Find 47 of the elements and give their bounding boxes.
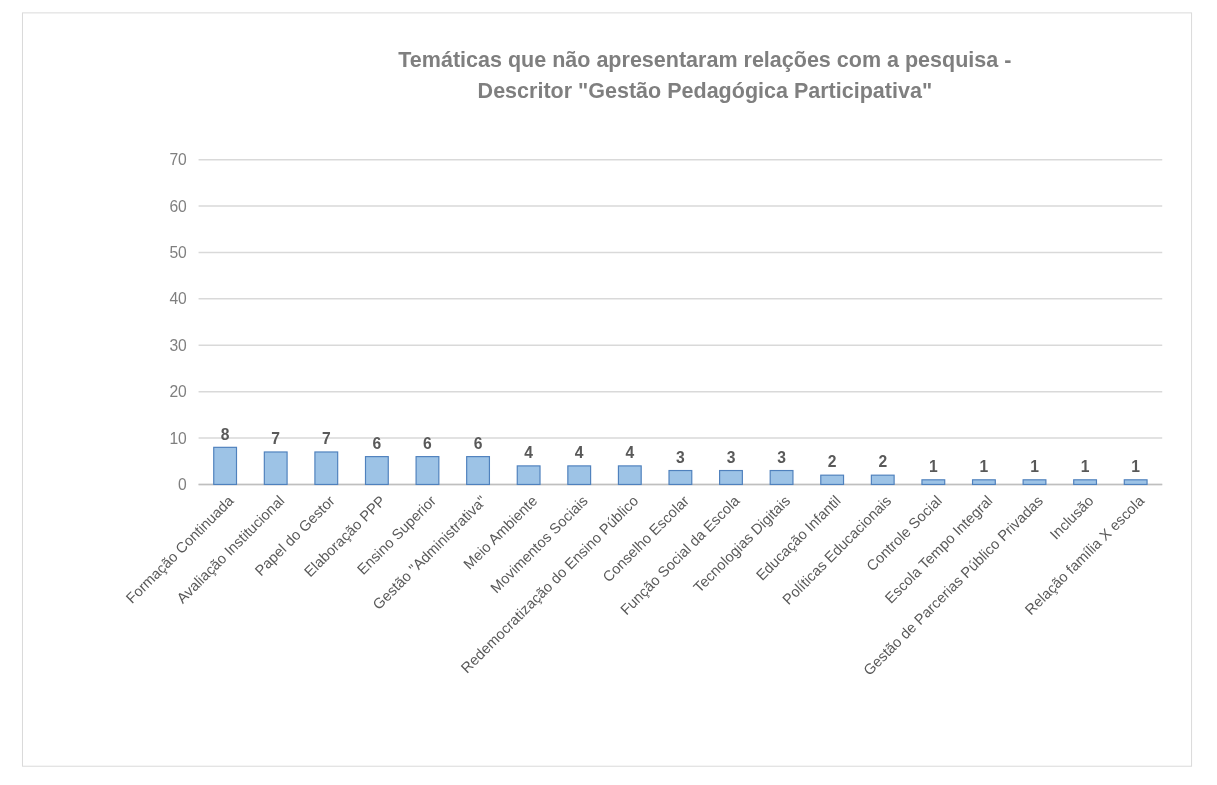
data-label: 1 (1030, 457, 1040, 475)
bar (617, 465, 642, 486)
data-label: 6 (372, 434, 382, 452)
data-label: 4 (574, 444, 584, 462)
y-tick-label: 70 (169, 151, 188, 169)
bar (921, 479, 946, 486)
y-tick-label: 0 (178, 475, 188, 493)
data-label: 8 (220, 425, 230, 443)
bar (769, 469, 794, 486)
bar (1123, 479, 1148, 486)
y-tick-label: 20 (169, 383, 188, 401)
bar (314, 451, 339, 486)
data-label: 6 (473, 434, 483, 452)
y-tick-label: 10 (169, 429, 188, 447)
bar (364, 456, 389, 486)
data-label: 7 (271, 430, 281, 448)
y-tick-label: 50 (169, 243, 188, 261)
bar (668, 469, 693, 486)
y-tick-label: 40 (169, 290, 188, 308)
bar (415, 456, 440, 486)
bar (516, 465, 541, 486)
y-tick-label: 30 (169, 336, 188, 354)
bar (213, 446, 238, 486)
bar (1022, 479, 1047, 486)
data-label: 2 (878, 453, 888, 471)
y-tick-label: 60 (169, 197, 188, 215)
bar (567, 465, 592, 486)
bar (466, 456, 491, 486)
bar (1073, 479, 1098, 486)
data-label: 3 (676, 448, 686, 466)
data-label: 4 (524, 444, 534, 462)
bar (870, 474, 895, 486)
chart-title: Temáticas que não apresentaram relações com a pesquisa - Descritor "Gestão Pedagógica Participativa" (398, 47, 1012, 104)
bar (820, 474, 845, 486)
bar (263, 451, 288, 486)
data-label: 1 (979, 457, 989, 475)
data-label: 3 (726, 448, 736, 466)
data-label: 6 (423, 434, 433, 452)
data-label: 1 (928, 457, 938, 475)
data-label: 1 (1131, 457, 1141, 475)
data-label: 3 (777, 448, 787, 466)
data-label: 2 (827, 453, 837, 471)
data-label: 4 (625, 444, 635, 462)
bar (719, 469, 743, 486)
data-label: 1 (1080, 457, 1090, 475)
bar (971, 479, 996, 486)
data-label: 7 (321, 430, 331, 448)
